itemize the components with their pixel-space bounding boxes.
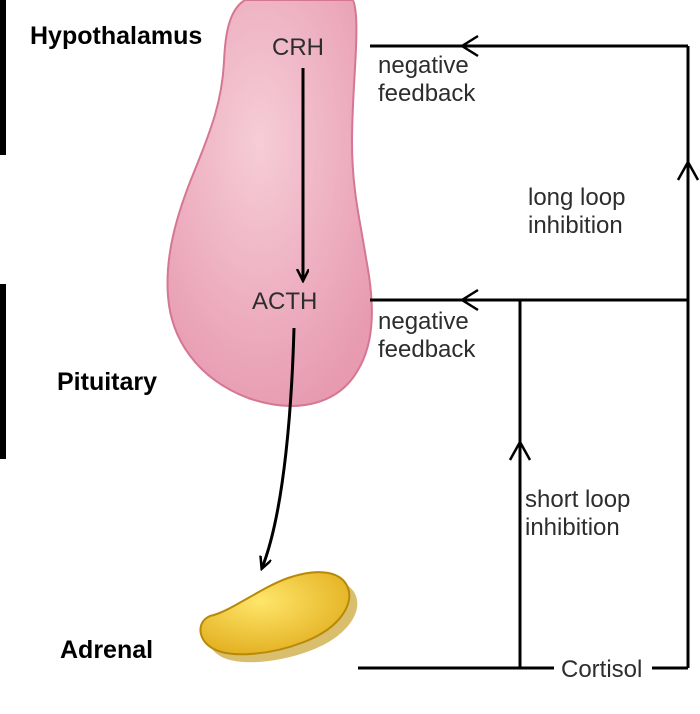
arrowhead-short-loop-up	[510, 442, 530, 460]
label-pituitary: Pituitary	[57, 368, 157, 397]
label-cortisol: Cortisol	[561, 656, 642, 684]
adrenal-shape	[200, 572, 349, 654]
label-long-loop-inhibition: long loop inhibition	[528, 184, 625, 239]
left-margin-bar-mid	[0, 284, 6, 459]
adrenal-shape-shadow	[208, 580, 357, 662]
arrow-acth-to-adrenal	[262, 328, 294, 568]
left-margin-bar-top	[0, 0, 6, 155]
label-adrenal: Adrenal	[60, 636, 153, 665]
arrowhead-neg-mid	[462, 290, 478, 310]
label-acth: ACTH	[252, 288, 317, 316]
label-crh: CRH	[272, 34, 324, 62]
label-negative-feedback-mid: negative feedback	[378, 308, 475, 363]
hypothalamus-pituitary-shape	[168, 0, 372, 406]
diagram-stage: Hypothalamus Pituitary Adrenal CRH ACTH …	[0, 0, 700, 714]
arrowhead-long-loop-up	[678, 162, 698, 180]
label-negative-feedback-top: negative feedback	[378, 52, 475, 107]
label-short-loop-inhibition: short loop inhibition	[525, 486, 630, 541]
diagram-svg	[0, 0, 700, 714]
label-hypothalamus: Hypothalamus	[30, 22, 202, 51]
